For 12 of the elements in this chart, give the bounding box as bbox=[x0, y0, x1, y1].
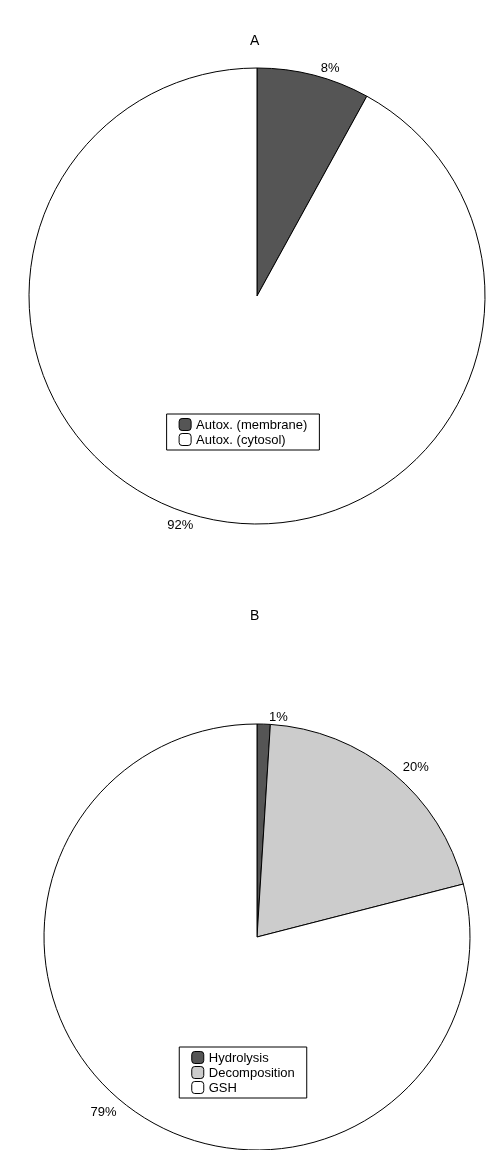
legend-label: Hydrolysis bbox=[208, 1050, 270, 1065]
data-label: 20% bbox=[402, 759, 430, 775]
legend-label: GSH bbox=[208, 1080, 237, 1095]
chart-title: B bbox=[250, 607, 260, 623]
chart-title: A bbox=[250, 32, 260, 48]
legend-label: Autox. (membrane) bbox=[196, 417, 308, 432]
legend-label: Decomposition bbox=[208, 1065, 295, 1080]
data-label: 79% bbox=[90, 1104, 117, 1120]
data-label: 92% bbox=[167, 517, 194, 533]
data-label: 1% bbox=[268, 708, 289, 724]
data-label: 8% bbox=[320, 59, 340, 75]
legend-label: Autox. (cytosol) bbox=[196, 432, 286, 447]
